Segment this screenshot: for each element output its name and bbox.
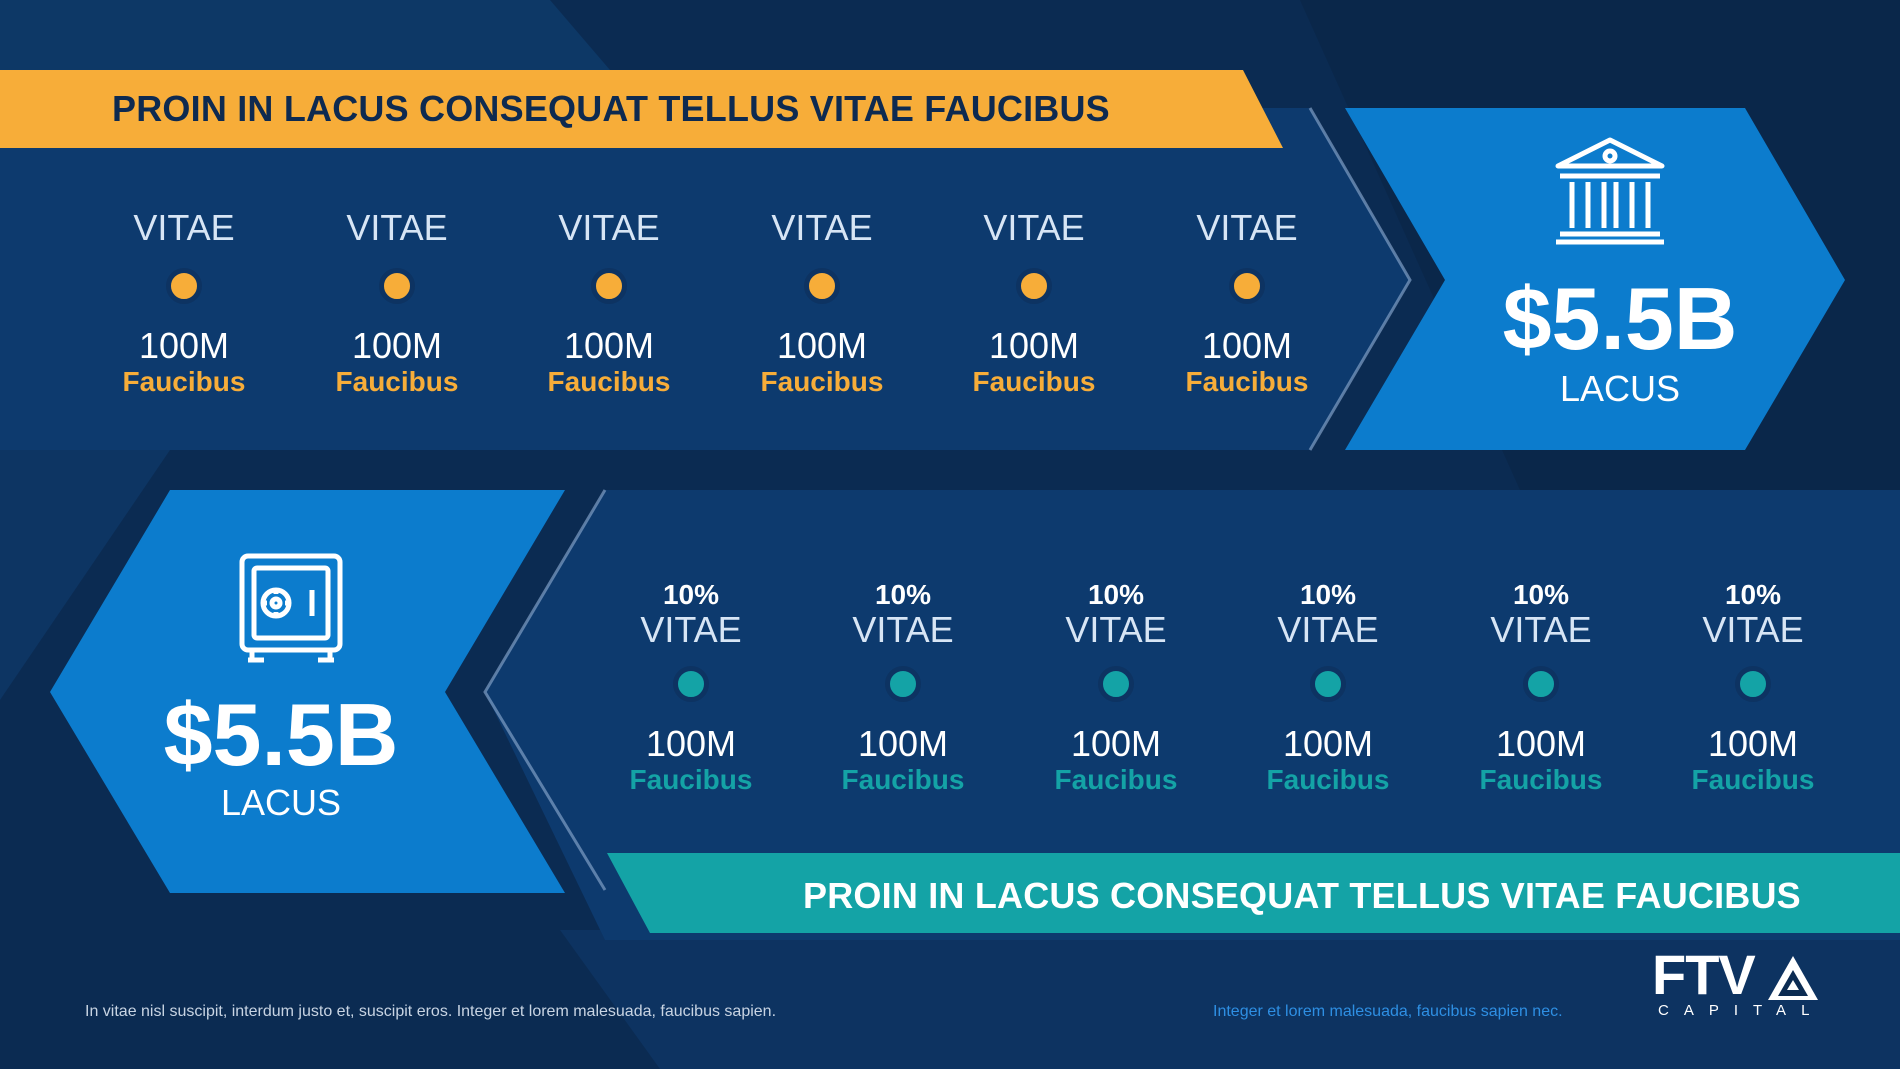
top-stage-4: VITAE 100M Faucibus bbox=[722, 208, 922, 398]
bottom-stage-5: 10% VITAE 100M Faucibus bbox=[1441, 580, 1641, 796]
stage-dot bbox=[379, 268, 415, 304]
bg-facet bbox=[0, 450, 170, 700]
stage-label: VITAE bbox=[1490, 609, 1592, 650]
top-total-label: LACUS bbox=[1559, 368, 1681, 409]
stage-amount: 100M bbox=[645, 723, 737, 764]
top-banner bbox=[0, 70, 1283, 148]
bottom-total-value: $5.5B bbox=[163, 685, 399, 784]
stage-amount: 100M bbox=[988, 325, 1080, 366]
stage-amount: 100M bbox=[563, 325, 655, 366]
stage-label: VITAE bbox=[133, 207, 235, 248]
bank-icon bbox=[1555, 137, 1665, 245]
bg-facet bbox=[560, 930, 1900, 1069]
stage-label: VITAE bbox=[558, 207, 660, 248]
top-stage-3: VITAE 100M Faucibus bbox=[509, 208, 709, 398]
stage-sub: Faucibus bbox=[1266, 764, 1390, 795]
stage-dot bbox=[885, 666, 921, 702]
stage-label: VITAE bbox=[1277, 609, 1379, 650]
logo-text: FTV bbox=[1652, 943, 1756, 1006]
top-stage-2: VITAE 100M Faucibus bbox=[297, 208, 497, 398]
stage-sub: Faucibus bbox=[629, 764, 753, 795]
top-stage-1: VITAE 100M Faucibus bbox=[84, 208, 284, 398]
top-stage-6: VITAE 100M Faucibus bbox=[1147, 208, 1347, 398]
stage-sub: Faucibus bbox=[1185, 366, 1309, 397]
bottom-panel bbox=[485, 490, 1900, 940]
stage-amount: 100M bbox=[1070, 723, 1162, 764]
bottom-stage-2: 10% VITAE 100M Faucibus bbox=[803, 580, 1003, 796]
stage-amount: 100M bbox=[351, 325, 443, 366]
bottom-total-chevron bbox=[50, 490, 565, 893]
stage-percent: 10% bbox=[1724, 579, 1782, 610]
stage-sub: Faucibus bbox=[547, 366, 671, 397]
stage-label: VITAE bbox=[771, 207, 873, 248]
stage-sub: Faucibus bbox=[1479, 764, 1603, 795]
stage-label: VITAE bbox=[346, 207, 448, 248]
top-stage-5: VITAE 100M Faucibus bbox=[934, 208, 1134, 398]
stage-sub: Faucibus bbox=[972, 366, 1096, 397]
stage-amount: 100M bbox=[1707, 723, 1799, 764]
bottom-panel-edge bbox=[483, 489, 607, 891]
stage-label: VITAE bbox=[852, 609, 954, 650]
stage-amount: 100M bbox=[857, 723, 949, 764]
bottom-stage-6: 10% VITAE 100M Faucibus bbox=[1653, 580, 1853, 796]
stage-percent: 10% bbox=[1299, 579, 1357, 610]
stage-dot bbox=[1016, 268, 1052, 304]
stage-dot bbox=[166, 268, 202, 304]
stage-dot bbox=[1098, 666, 1134, 702]
stage-label: VITAE bbox=[1702, 609, 1804, 650]
bottom-stage-1: 10% VITAE 100M Faucibus bbox=[591, 580, 791, 796]
bottom-stage-4: 10% VITAE 100M Faucibus bbox=[1228, 580, 1428, 796]
top-total-chevron bbox=[1345, 108, 1845, 450]
stage-percent: 10% bbox=[874, 579, 932, 610]
stage-dot bbox=[1310, 666, 1346, 702]
footnote-right: Integer et lorem malesuada, faucibus sap… bbox=[1213, 1003, 1563, 1020]
top-total-value: $5.5B bbox=[1502, 269, 1738, 368]
stage-sub: Faucibus bbox=[1691, 764, 1815, 795]
stage-percent: 10% bbox=[662, 579, 720, 610]
stage-percent: 10% bbox=[1087, 579, 1145, 610]
stage-dot bbox=[673, 666, 709, 702]
stage-dot bbox=[1229, 268, 1265, 304]
stage-amount: 100M bbox=[138, 325, 230, 366]
bottom-stage-3: 10% VITAE 100M Faucibus bbox=[1016, 580, 1216, 796]
top-banner-title: PROIN IN LACUS CONSEQUAT TELLUS VITAE FA… bbox=[112, 88, 1110, 129]
stage-sub: Faucibus bbox=[122, 366, 246, 397]
stage-sub: Faucibus bbox=[841, 764, 965, 795]
stage-dot bbox=[591, 268, 627, 304]
company-logo: FTV CAPITAL bbox=[1652, 943, 1825, 1020]
stage-dot bbox=[1523, 666, 1559, 702]
stage-label: VITAE bbox=[983, 207, 1085, 248]
stage-sub: Faucibus bbox=[1054, 764, 1178, 795]
stage-dot bbox=[804, 268, 840, 304]
bottom-banner bbox=[607, 853, 1900, 933]
stage-label: VITAE bbox=[1196, 207, 1298, 248]
stage-sub: Faucibus bbox=[335, 366, 459, 397]
bg-facet bbox=[0, 0, 610, 70]
stage-amount: 100M bbox=[1282, 723, 1374, 764]
stage-dot bbox=[1735, 666, 1771, 702]
top-panel-edge bbox=[1308, 107, 1412, 451]
stage-sub: Faucibus bbox=[760, 366, 884, 397]
stage-percent: 10% bbox=[1512, 579, 1570, 610]
stage-amount: 100M bbox=[1201, 325, 1293, 366]
stage-label: VITAE bbox=[1065, 609, 1167, 650]
bottom-banner-title: PROIN IN LACUS CONSEQUAT TELLUS VITAE FA… bbox=[803, 875, 1801, 916]
logo-mark-icon bbox=[1768, 956, 1818, 1000]
bottom-total-label: LACUS bbox=[220, 782, 342, 823]
stage-amount: 100M bbox=[1495, 723, 1587, 764]
stage-amount: 100M bbox=[776, 325, 868, 366]
logo-subtext: CAPITAL bbox=[1658, 1002, 1825, 1019]
safe-icon bbox=[239, 553, 343, 663]
footnote-left: In vitae nisl suscipit, interdum justo e… bbox=[85, 1003, 777, 1020]
stage-label: VITAE bbox=[640, 609, 742, 650]
